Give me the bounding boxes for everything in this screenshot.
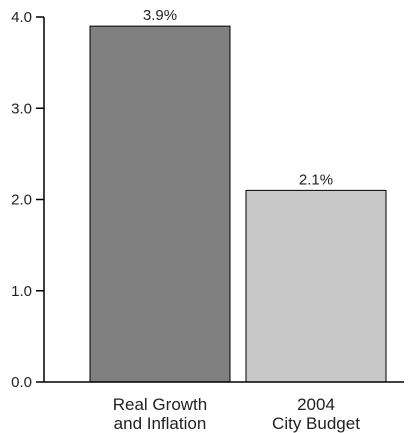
data-label-2: 2.1%	[299, 171, 333, 188]
category-label-2-line-1: 2004	[297, 395, 335, 414]
y-tick-label: 2.0	[11, 192, 32, 209]
y-tick-label: 0.0	[11, 374, 32, 391]
y-tick-label: 4.0	[11, 9, 32, 26]
category-label-2-line-2: City Budget	[272, 414, 360, 433]
data-label-1: 3.9%	[143, 7, 177, 24]
bar-2	[245, 189, 387, 383]
data-labels: 3.9% 2.1%	[143, 7, 333, 188]
y-tick-label: 3.0	[11, 100, 32, 117]
category-label-1-line-2: and Inflation	[114, 414, 207, 433]
category-label-1-line-1: Real Growth	[113, 395, 207, 414]
bars	[89, 25, 387, 383]
y-tick-label: 1.0	[11, 283, 32, 300]
bar-1	[89, 25, 231, 383]
y-axis: 0.0 1.0 2.0 3.0 4.0	[11, 9, 45, 391]
